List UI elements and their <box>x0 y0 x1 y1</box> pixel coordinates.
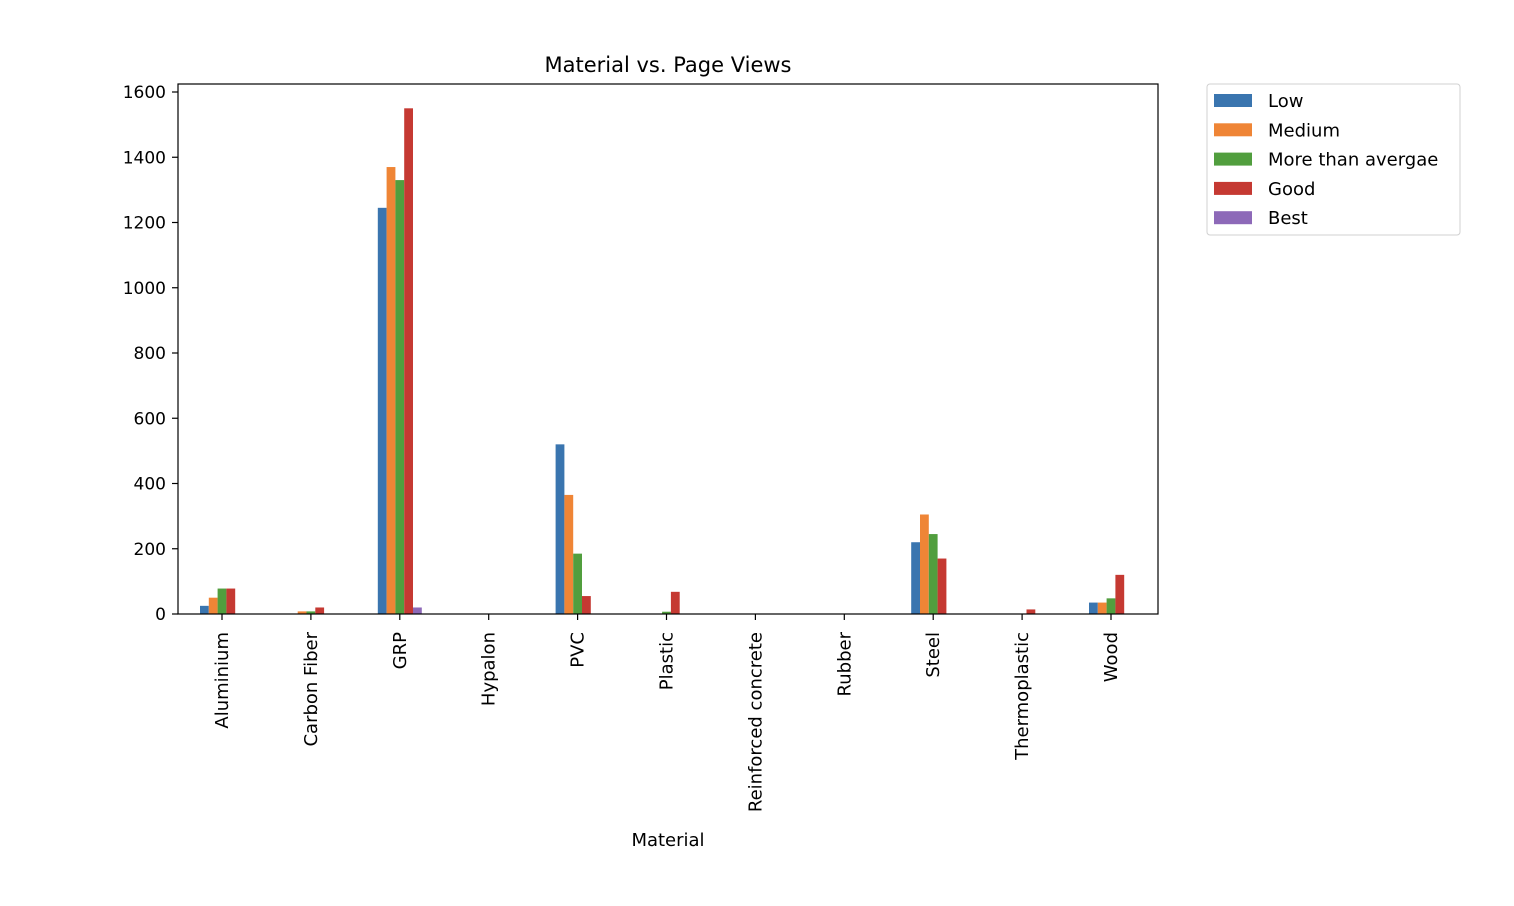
y-tick-label: 1600 <box>123 83 166 103</box>
bar-low-wood <box>1089 602 1098 614</box>
bar-more-than-avergae-steel <box>928 534 938 614</box>
bar-more-than-avergae-aluminium <box>217 588 227 614</box>
legend-label: Good <box>1268 179 1315 200</box>
y-tick-label: 1400 <box>123 148 166 168</box>
bar-medium-wood <box>1097 602 1107 614</box>
y-tick-label: 1200 <box>123 214 166 234</box>
x-tick-label: Reinforced concrete <box>745 632 766 812</box>
bar-low-pvc <box>555 444 565 614</box>
y-tick-label: 800 <box>134 344 166 364</box>
y-tick-label: 200 <box>134 540 166 560</box>
y-tick-label: 1000 <box>123 279 166 299</box>
bar-low-steel <box>911 542 920 614</box>
legend-label: Best <box>1268 208 1308 229</box>
x-axis-title: Material <box>631 830 704 851</box>
x-tick-label: Wood <box>1101 632 1122 682</box>
bar-good-wood <box>1115 574 1125 614</box>
x-tick-label: GRP <box>390 632 411 669</box>
x-tick-label: Aluminium <box>212 632 233 729</box>
bar-good-aluminium <box>226 588 236 614</box>
bar-medium-grp <box>386 167 396 615</box>
bar-medium-pvc <box>564 494 574 614</box>
x-tick-label: Steel <box>923 632 944 678</box>
x-axis: Aluminium Carbon Fiber GRP Hypalon PVC Plasti… <box>212 614 1122 812</box>
bar-more-than-avergae-grp <box>395 180 405 614</box>
legend-swatch <box>1214 152 1252 166</box>
bar-best-grp <box>413 607 422 614</box>
legend-swatch <box>1214 123 1252 137</box>
bar-more-than-avergae-pvc <box>573 553 582 614</box>
plot-frame <box>177 83 1159 615</box>
bar-more-than-avergae-carbon-fiber <box>306 611 316 614</box>
bar-low-aluminium <box>200 605 209 614</box>
bar-good-pvc <box>582 596 591 614</box>
bar-medium-steel <box>920 514 929 614</box>
legend-frame <box>1206 83 1461 236</box>
x-tick-label: PVC <box>568 632 589 668</box>
bar-more-than-avergae-wood <box>1106 598 1116 614</box>
bar-low-grp <box>377 207 387 614</box>
legend-label: More than avergae <box>1268 150 1438 171</box>
legend: Low Medium More than avergae Good Best <box>1206 83 1461 236</box>
y-tick-label: 0 <box>155 605 166 625</box>
bar-good-carbon-fiber <box>315 607 325 614</box>
bars-group <box>200 108 1125 615</box>
x-tick-label: Rubber <box>834 631 855 696</box>
y-tick-label: 600 <box>134 409 166 429</box>
bar-good-steel <box>937 558 947 614</box>
bar-medium-aluminium <box>208 597 218 614</box>
y-tick-label: 400 <box>134 475 166 495</box>
bar-medium-carbon-fiber <box>297 611 307 614</box>
bar-more-than-avergae-plastic <box>662 611 671 614</box>
y-axis: 0 200 400 600 800 1000 1200 1400 1600 <box>123 83 178 625</box>
bar-good-plastic <box>670 591 680 614</box>
x-tick-label: Plastic <box>657 632 678 690</box>
legend-label: Medium <box>1268 120 1340 141</box>
legend-swatch <box>1214 94 1252 107</box>
legend-swatch <box>1214 211 1252 225</box>
legend-label: Low <box>1268 91 1303 112</box>
x-tick-label: Thermoplastic <box>1012 632 1033 761</box>
chart-title: Material vs. Page Views <box>545 53 792 77</box>
bar-good-grp <box>404 108 413 614</box>
legend-swatch <box>1214 181 1252 195</box>
x-tick-label: Hypalon <box>479 632 500 706</box>
bar-good-thermoplastic <box>1026 609 1036 614</box>
x-tick-label: Carbon Fiber <box>301 631 322 746</box>
